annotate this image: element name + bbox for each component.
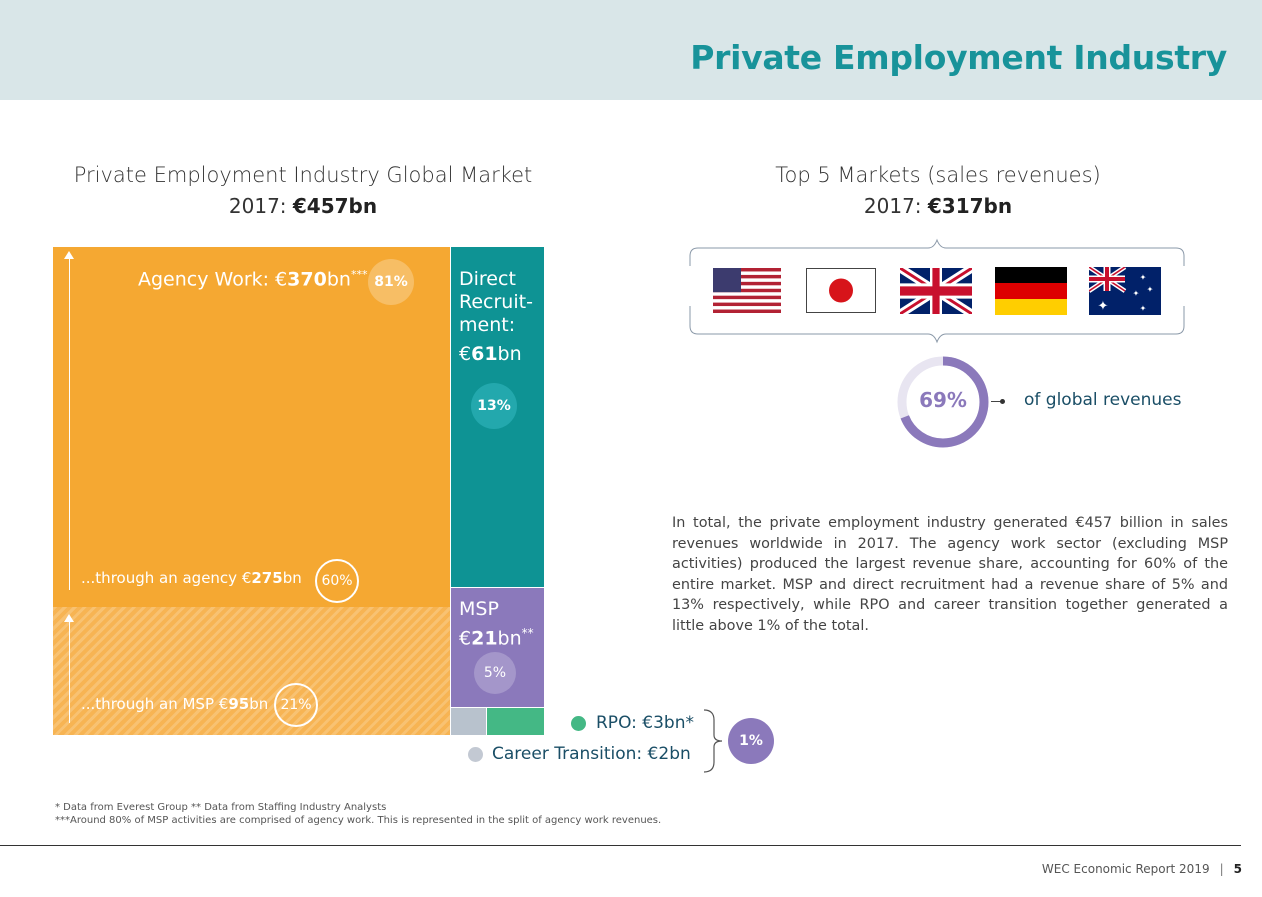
through-agency-value: 275 <box>251 569 283 587</box>
career-legend-dot <box>468 747 483 762</box>
msp-label: MSP €21bn** <box>459 597 534 650</box>
through-agency-unit: bn <box>282 569 302 587</box>
svg-text:✦: ✦ <box>1133 289 1140 298</box>
msp-arrow-line <box>69 620 70 723</box>
svg-text:✦: ✦ <box>1140 304 1147 313</box>
msp-name: MSP <box>459 598 499 620</box>
footer: WEC Economic Report 2019 | 5 <box>1042 862 1242 876</box>
direct-line3: ment: <box>459 314 516 336</box>
svg-text:✦: ✦ <box>1147 285 1154 294</box>
msp-currency: € <box>459 627 472 650</box>
flags-bracket <box>689 238 1185 344</box>
direct-unit: bn <box>497 343 522 365</box>
agency-work-label: Agency Work: €370bn*** <box>138 268 367 290</box>
market-year: 2017: <box>228 194 287 218</box>
donut-connector <box>991 401 1003 402</box>
agency-label-text: Agency Work: € <box>138 268 288 291</box>
msp-stars: ** <box>521 626 534 640</box>
agency-arrow-head <box>64 251 74 259</box>
through-agency-pct-badge: 60% <box>315 559 359 603</box>
msp-unit: bn <box>497 627 522 650</box>
treemap-agency-via-msp <box>53 607 450 735</box>
treemap-career-transition <box>451 708 486 735</box>
top-markets-year: 2017: <box>863 194 922 218</box>
australia-flag-icon: ✦ ✦ ✦ ✦ ✦ <box>1089 267 1161 315</box>
agency-unit: bn <box>326 268 351 291</box>
market-subtitle: 2017: €457bn <box>53 194 553 218</box>
rpo-legend-dot <box>571 716 586 731</box>
combined-pct-badge: 1% <box>728 718 774 764</box>
usa-flag-icon <box>713 268 781 313</box>
direct-value: 61 <box>471 343 498 365</box>
footer-separator: | <box>1219 862 1224 876</box>
through-msp-label: ...through an MSP €95bn <box>81 695 268 713</box>
donut-connector-dot <box>1000 399 1005 404</box>
through-msp-unit: bn <box>249 695 269 713</box>
through-msp-pct-badge: 21% <box>274 683 318 727</box>
donut-arc <box>897 356 989 448</box>
market-title: Private Employment Industry Global Marke… <box>73 163 533 187</box>
through-agency-text: ...through an agency € <box>81 569 252 587</box>
direct-currency: € <box>459 343 472 365</box>
footer-rule <box>0 845 1241 846</box>
top-markets-total: €317bn <box>927 194 1013 218</box>
rpo-legend-label: RPO: €3bn* <box>596 713 694 733</box>
japan-flag-icon <box>806 268 876 313</box>
through-msp-text: ...through an MSP € <box>81 695 229 713</box>
msp-value: 21 <box>471 627 498 650</box>
treemap-rpo <box>487 708 544 735</box>
summary-paragraph: In total, the private employment industr… <box>672 515 1228 634</box>
career-legend-label: Career Transition: €2bn <box>492 744 691 764</box>
treemap-agency-work <box>53 247 450 607</box>
top-markets-subtitle: 2017: €317bn <box>688 194 1188 218</box>
msp-value-line: €21bn** <box>459 621 534 650</box>
agency-stars: *** <box>350 268 368 281</box>
uk-flag-icon <box>900 268 972 314</box>
msp-arrow-head <box>64 614 74 622</box>
direct-recruitment-label: Direct Recruit- ment: €61bn <box>459 268 533 366</box>
footnote-msp: ***Around 80% of MSP activities are comp… <box>55 815 662 826</box>
germany-flag-icon <box>995 267 1067 315</box>
svg-text:✦: ✦ <box>1140 273 1147 282</box>
footnote-sources: * Data from Everest Group ** Data from S… <box>55 802 387 813</box>
msp-pct-badge: 5% <box>474 652 516 694</box>
top-markets-title: Top 5 Markets (sales revenues) <box>775 163 1101 187</box>
agency-pct-badge: 81% <box>368 259 414 305</box>
through-msp-value: 95 <box>228 695 250 713</box>
market-total: €457bn <box>292 194 378 218</box>
header-band <box>0 0 1262 100</box>
footer-report-name: WEC Economic Report 2019 <box>1041 862 1210 876</box>
direct-value-line: €61bn <box>459 343 533 366</box>
donut-percent: 69% <box>919 388 967 412</box>
donut-label: of global revenues <box>1024 390 1182 410</box>
direct-line2: Recruit- <box>459 291 533 313</box>
direct-pct-badge: 13% <box>471 383 517 429</box>
treemap-msp <box>451 588 544 707</box>
global-revenue-donut <box>897 356 989 448</box>
page-number: 5 <box>1233 862 1242 876</box>
svg-text:✦: ✦ <box>1098 299 1109 314</box>
agency-arrow-line <box>69 257 70 590</box>
direct-line1: Direct <box>459 268 516 290</box>
agency-value: 370 <box>287 268 327 291</box>
page-title: Private Employment Industry <box>690 38 1227 77</box>
through-agency-label: ...through an agency €275bn <box>81 569 302 587</box>
legend-brace <box>703 709 723 773</box>
